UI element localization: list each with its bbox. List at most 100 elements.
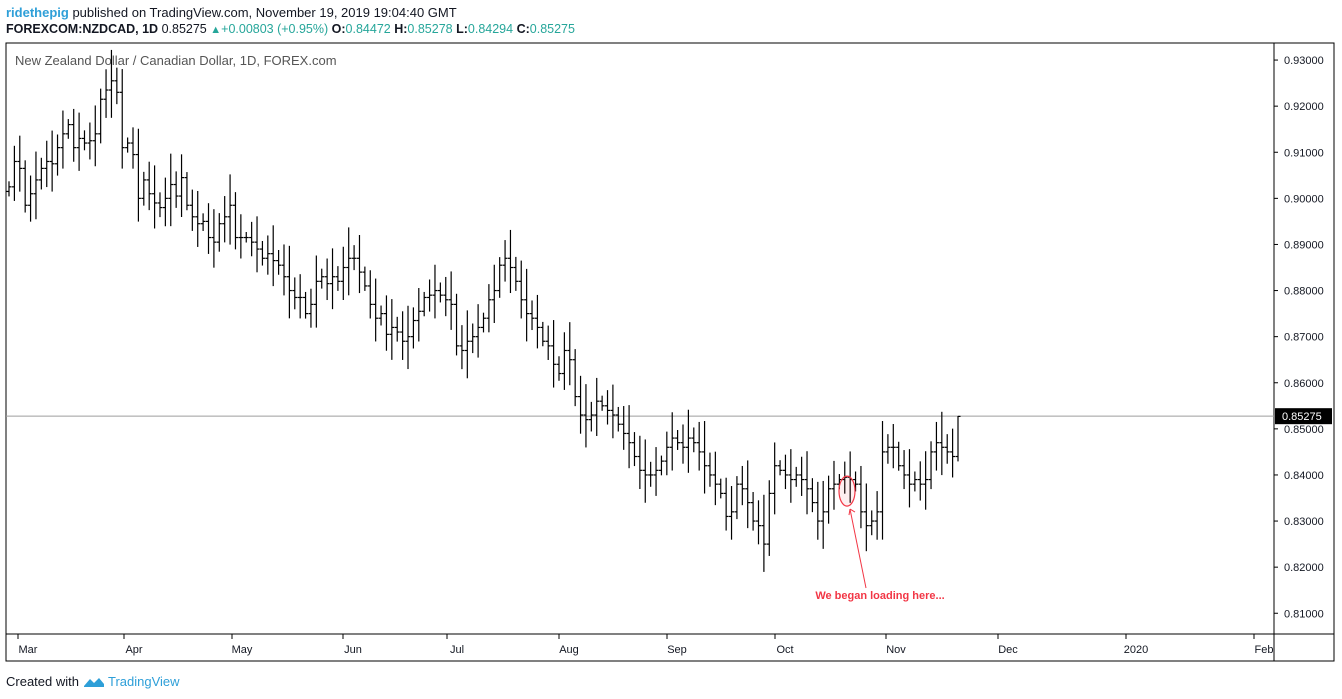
close-label: C:	[516, 22, 530, 36]
ohlc-bar	[631, 432, 637, 467]
chart-title: New Zealand Dollar / Canadian Dollar, 1D…	[15, 53, 337, 68]
ohlc-bar	[22, 160, 28, 213]
ohlc-bar	[782, 454, 788, 490]
tradingview-brand: TradingView	[107, 674, 180, 689]
ohlc-bar	[507, 229, 513, 294]
ohlc-bar	[103, 69, 109, 118]
author-link[interactable]: ridethepig	[6, 5, 69, 20]
ohlc-bar	[545, 325, 551, 360]
ohlc-bar	[356, 235, 362, 294]
ohlc-bar	[750, 492, 756, 531]
ohlc-bar	[254, 216, 260, 273]
ohlc-bar	[324, 258, 330, 301]
ohlc-bar	[437, 282, 443, 303]
ohlc-bar	[534, 294, 540, 349]
ohlc-bar	[216, 213, 222, 252]
ohlc-bar	[6, 181, 12, 197]
ohlc-bar	[901, 450, 907, 490]
ohlc-bar	[486, 284, 492, 333]
ohlc-bar	[529, 300, 535, 331]
ohlc-bar	[869, 510, 875, 536]
ohlc-bar	[745, 460, 751, 529]
ohlc-bar	[880, 421, 886, 540]
ohlc-bar	[772, 442, 778, 515]
price-tick-label: 0.82000	[1284, 562, 1324, 574]
tradingview-logo[interactable]: TradingView	[83, 674, 180, 689]
ohlc-bar	[168, 153, 174, 227]
ohlc-bar	[38, 157, 44, 190]
ohlc-bar	[464, 310, 470, 379]
ohlc-bar	[858, 465, 864, 529]
price-tick-label: 0.89000	[1284, 239, 1324, 251]
ohlc-bar	[427, 279, 433, 312]
ohlc-bar	[297, 274, 303, 319]
time-tick-label: Mar	[19, 644, 38, 656]
ohlc-bar	[615, 406, 621, 432]
ohlc-bar	[809, 478, 815, 513]
ohlc-bar	[540, 321, 546, 347]
published-text: published on TradingView.com, November 1…	[68, 5, 457, 20]
ohlc-bar	[319, 268, 325, 289]
time-tick-label: Dec	[998, 644, 1018, 656]
ohlc-bar	[912, 471, 918, 492]
price-axis[interactable]: 0.93000 0.92000 0.91000 0.90000 0.89000 0.880…	[1274, 55, 1324, 620]
time-axis[interactable]: Mar Apr May Jun Jul Aug Sep Oct Nov Dec 2020 Feb	[17, 634, 1273, 656]
ohlc-bar	[184, 172, 190, 211]
ohlc-bar	[696, 421, 702, 471]
ohlc-bar	[92, 105, 98, 167]
current-price-label: 0.85275	[1282, 411, 1322, 423]
ohlc-bar	[378, 305, 384, 326]
ohlc-bar	[130, 127, 136, 169]
ohlc-bar	[863, 483, 869, 552]
ohlc-bar	[588, 401, 594, 432]
ohlc-bar	[583, 384, 589, 448]
ohlc-bar	[820, 480, 826, 549]
ohlc-bar	[211, 209, 217, 268]
ohlc-bar	[238, 214, 244, 259]
ohlc-bar	[286, 245, 292, 319]
ohlc-bar	[173, 171, 179, 208]
ohlc-bar	[561, 332, 567, 390]
arrow-head-icon	[848, 508, 856, 516]
ohlc-bar	[162, 177, 168, 227]
ohlc-bar	[249, 221, 255, 257]
ohlc-bar	[685, 409, 691, 473]
ohlc-bar	[76, 112, 82, 171]
ohlc-bar	[831, 460, 837, 510]
price-tick-label: 0.85000	[1284, 424, 1324, 436]
ohlc-bar	[718, 478, 724, 499]
ohlc-bar	[556, 356, 562, 381]
ohlc-bar	[605, 390, 611, 425]
publish-info: ridethepig published on TradingView.com,…	[6, 5, 457, 20]
ohlc-bar	[766, 480, 772, 556]
ohlc-bar	[367, 270, 373, 319]
ohlc-bar	[804, 451, 810, 515]
ohlc-bar	[777, 460, 783, 476]
ohlc-bar	[17, 135, 23, 192]
ohlc-bar	[799, 456, 805, 496]
ohlc-bar	[11, 145, 17, 201]
high-label: H:	[394, 22, 408, 36]
ohlc-bar	[383, 295, 389, 351]
close-value: 0.85275	[529, 22, 575, 36]
ohlc-bar	[955, 415, 961, 462]
ohlc-bar	[28, 175, 34, 222]
ohlc-bar	[281, 244, 287, 296]
ohlc-bar	[712, 451, 718, 506]
ohlc-bar	[125, 137, 131, 153]
low-label: L:	[456, 22, 468, 36]
ohlc-bar	[815, 481, 821, 540]
ohlc-bar	[114, 67, 120, 105]
change-value: +0.00803 (+0.95%)	[221, 22, 329, 36]
ohlc-bar	[933, 421, 939, 471]
ohlc-bar	[658, 455, 664, 476]
ohlc-bars	[6, 49, 961, 572]
ohlc-bar	[502, 240, 508, 282]
ohlc-bar	[675, 430, 681, 450]
time-tick-label: May	[232, 644, 253, 656]
time-tick-label: Aug	[559, 644, 579, 656]
up-arrow-icon: ▲	[210, 24, 222, 36]
ohlc-bar	[637, 435, 643, 490]
ohlc-bar	[653, 447, 659, 496]
